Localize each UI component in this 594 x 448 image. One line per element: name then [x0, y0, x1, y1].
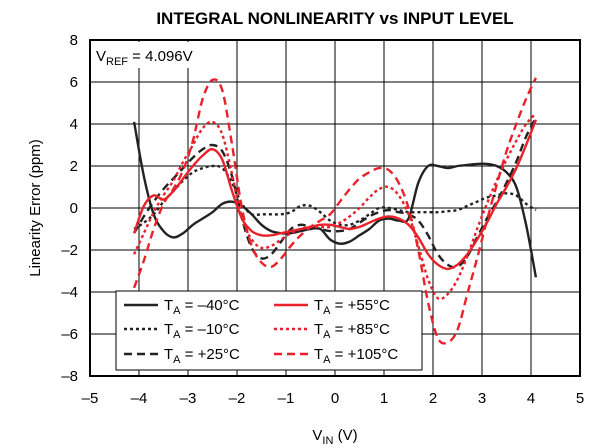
vref-annotation: VREF = 4.096V [96, 48, 193, 68]
vref-annotation-box [92, 42, 222, 68]
legend-label-1: TA = –10°C [164, 321, 240, 341]
legend-label-3: TA = +55°C [314, 297, 390, 317]
y-tick-label: –4 [61, 284, 78, 301]
x-tick-label: 3 [478, 390, 486, 407]
x-tick-label: –1 [278, 390, 295, 407]
x-tick-label: 4 [527, 390, 535, 407]
y-tick-label: –2 [61, 242, 78, 259]
tick-labels: –5 –4 –3 –2 –1 0 1 2 3 4 5 –8 –6 –4 –2 0 2 4 6 8 [61, 32, 584, 407]
x-tick-label: –5 [82, 390, 99, 407]
y-tick-label: –8 [61, 368, 78, 385]
legend-label-0: TA = –40°C [164, 297, 240, 317]
x-tick-label: 5 [576, 390, 584, 407]
y-tick-label: 8 [70, 32, 78, 49]
series-line-4 [133, 112, 537, 301]
series-line-0 [132, 121, 538, 278]
x-tick-label: –2 [229, 390, 246, 407]
x-tick-label: –3 [180, 390, 197, 407]
legend-label-5: TA = +105°C [314, 346, 398, 366]
x-tick-label: 0 [331, 390, 339, 407]
x-tick-label: 1 [380, 390, 388, 407]
plot-area [132, 77, 538, 345]
y-tick-label: 0 [70, 200, 78, 217]
y-axis-label: Linearity Error (ppm) [27, 139, 44, 277]
legend-label-4: TA = +85°C [314, 321, 390, 341]
chart-title: INTEGRAL NONLINEARITY vs INPUT LEVEL [156, 9, 513, 28]
y-tick-label: –6 [61, 326, 78, 343]
y-tick-label: 2 [70, 158, 78, 175]
x-axis-label: VIN (V) [312, 427, 357, 447]
x-tick-label: –4 [131, 390, 148, 407]
y-tick-label: 4 [70, 116, 78, 133]
legend-label-2: TA = +25°C [164, 346, 240, 366]
y-tick-label: 6 [70, 74, 78, 91]
legend: TA = –40°C TA = –10°C TA = +25°C TA = +55°C… [115, 290, 423, 371]
series-line-5 [132, 77, 537, 345]
legend-box [115, 290, 423, 371]
plot-frame [89, 39, 581, 377]
x-tick-label: 2 [429, 390, 437, 407]
series-line-1 [133, 164, 537, 231]
